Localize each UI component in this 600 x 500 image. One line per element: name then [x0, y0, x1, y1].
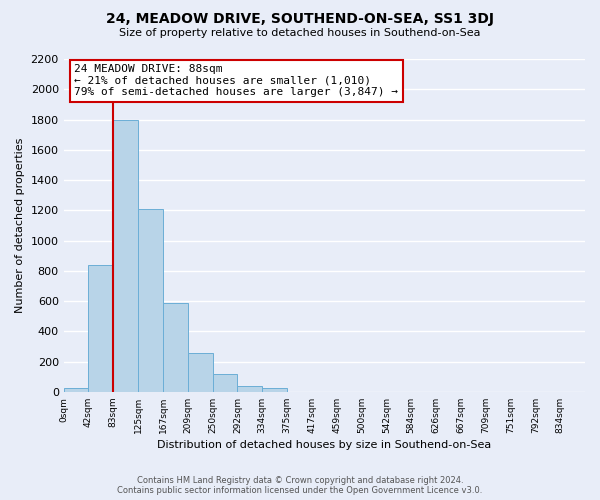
Bar [212, 374, 238, 392]
Bar [188, 353, 212, 392]
Bar [238, 386, 262, 392]
Text: Contains HM Land Registry data © Crown copyright and database right 2024.
Contai: Contains HM Land Registry data © Crown c… [118, 476, 482, 495]
Bar [262, 388, 287, 392]
Y-axis label: Number of detached properties: Number of detached properties [15, 138, 25, 313]
Text: 24 MEADOW DRIVE: 88sqm
← 21% of detached houses are smaller (1,010)
79% of semi-: 24 MEADOW DRIVE: 88sqm ← 21% of detached… [74, 64, 398, 97]
Bar [138, 209, 163, 392]
X-axis label: Distribution of detached houses by size in Southend-on-Sea: Distribution of detached houses by size … [157, 440, 491, 450]
Text: Size of property relative to detached houses in Southend-on-Sea: Size of property relative to detached ho… [119, 28, 481, 38]
Text: 24, MEADOW DRIVE, SOUTHEND-ON-SEA, SS1 3DJ: 24, MEADOW DRIVE, SOUTHEND-ON-SEA, SS1 3… [106, 12, 494, 26]
Bar [64, 388, 88, 392]
Bar [88, 266, 113, 392]
Bar [163, 304, 188, 392]
Bar [113, 120, 138, 392]
